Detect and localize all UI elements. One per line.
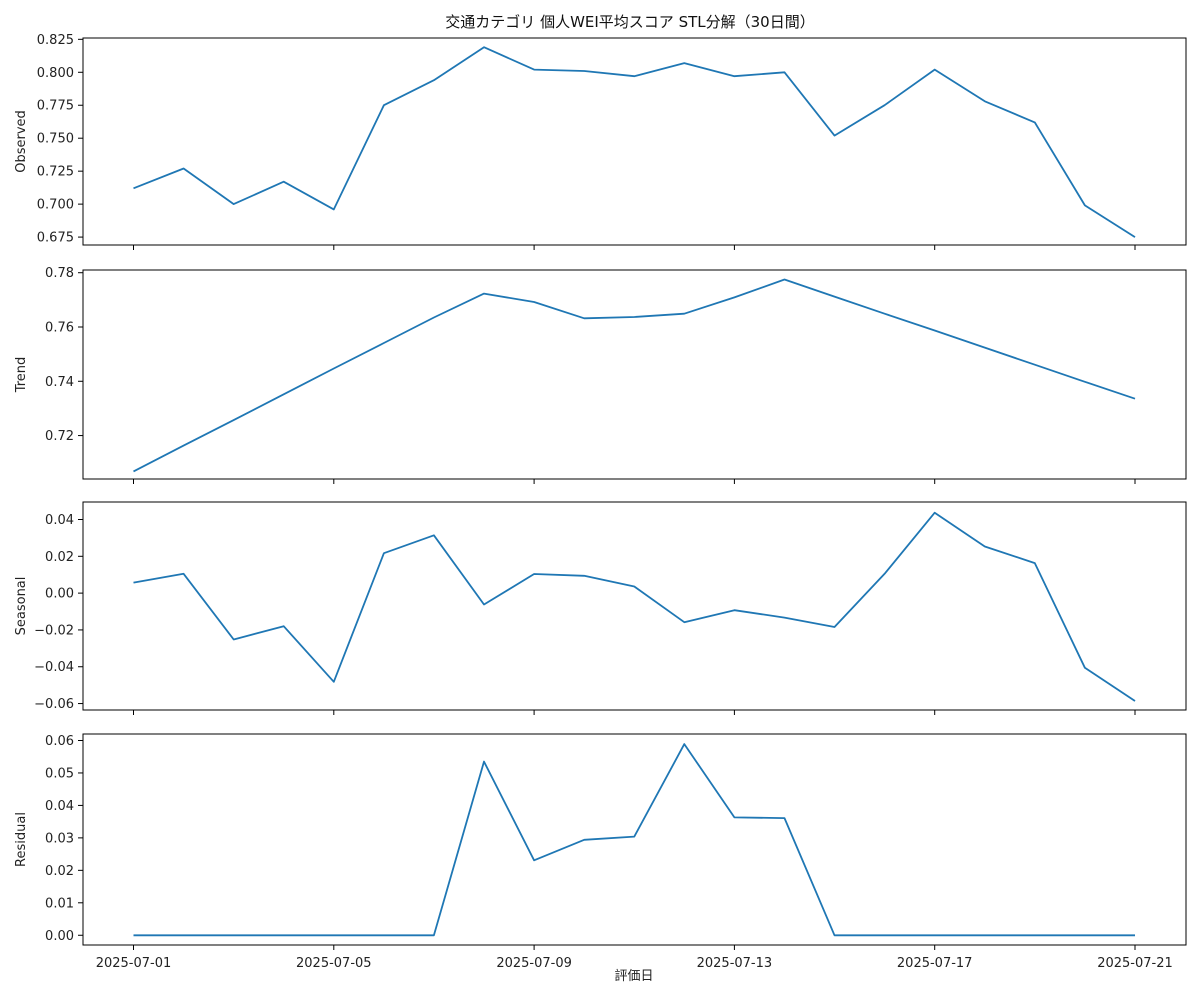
y-axis-label: Trend bbox=[14, 357, 29, 394]
y-tick-label: 0.800 bbox=[37, 66, 74, 81]
chart-title: 交通カテゴリ 個人WEI平均スコア STL分解（30日間） bbox=[445, 13, 814, 31]
y-tick-label: 0.05 bbox=[45, 766, 74, 781]
x-tick-label: 2025-07-21 bbox=[1097, 956, 1173, 971]
y-tick-label: 0.775 bbox=[37, 99, 74, 114]
y-tick-label: 0.72 bbox=[45, 429, 74, 444]
panel-observed: 0.675 0.700 0.725 0.750 0.775 0.800 0.825 Obser… bbox=[14, 33, 1187, 250]
y-tick-label: 0.02 bbox=[45, 550, 74, 565]
panel-trend: 0.72 0.74 0.76 0.78 Trend bbox=[14, 266, 1187, 484]
x-tick-label: 2025-07-01 bbox=[96, 956, 172, 971]
y-tick-label: 0.700 bbox=[37, 198, 74, 213]
y-tick-label: −0.06 bbox=[34, 697, 74, 712]
y-axis-label: Residual bbox=[14, 812, 29, 867]
series-line-trend bbox=[133, 278, 1136, 473]
y-tick-label: 0.74 bbox=[45, 375, 74, 390]
y-tick-label: 0.675 bbox=[37, 231, 74, 246]
panel-frame bbox=[82, 269, 1187, 480]
panel-frame bbox=[82, 501, 1187, 711]
y-tick-label: 0.03 bbox=[45, 831, 74, 846]
x-tick-label: 2025-07-09 bbox=[496, 956, 572, 971]
x-tick-label: 2025-07-05 bbox=[296, 956, 372, 971]
y-tick-label: 0.04 bbox=[45, 799, 74, 814]
x-tick-label: 2025-07-17 bbox=[897, 956, 973, 971]
series-line-residual bbox=[133, 743, 1135, 937]
y-tick-label: 0.00 bbox=[45, 587, 74, 602]
x-tick-label: 2025-07-13 bbox=[697, 956, 773, 971]
series-line-seasonal bbox=[133, 511, 1136, 702]
y-tick-label: 0.02 bbox=[45, 864, 74, 879]
y-tick-label: 0.04 bbox=[45, 513, 74, 528]
panel-frame bbox=[82, 733, 1187, 946]
y-tick-label: 0.00 bbox=[45, 929, 74, 944]
y-tick-label: 0.01 bbox=[45, 896, 74, 911]
y-tick-label: −0.04 bbox=[34, 660, 74, 675]
y-axis-label: Observed bbox=[14, 110, 29, 173]
y-tick-label: 0.78 bbox=[45, 266, 74, 281]
panel-frame bbox=[82, 37, 1187, 246]
y-tick-label: 0.06 bbox=[45, 734, 74, 749]
y-tick-label: 0.76 bbox=[45, 321, 74, 336]
y-axis-label: Seasonal bbox=[14, 577, 29, 636]
y-tick-label: 0.825 bbox=[37, 33, 74, 48]
series-line-observed bbox=[133, 46, 1136, 238]
y-tick-label: −0.02 bbox=[34, 623, 74, 638]
y-tick-label: 0.750 bbox=[37, 132, 74, 147]
x-axis-label: 評価日 bbox=[614, 969, 653, 984]
y-tick-label: 0.725 bbox=[37, 165, 74, 180]
panel-residual: 0.00 0.01 0.02 0.03 0.04 0.05 0.06 2025-07-01 20… bbox=[14, 733, 1187, 971]
panel-seasonal: −0.06 −0.04 −0.02 0.00 0.02 0.04 Seasonal bbox=[14, 501, 1187, 715]
